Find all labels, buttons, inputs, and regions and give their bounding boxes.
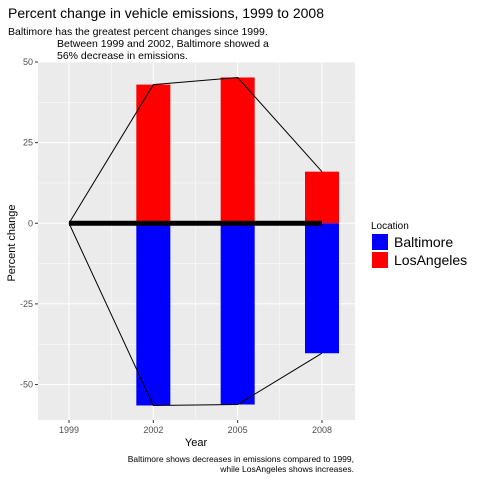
subtitle-line-1: Baltimore has the greatest percent chang…: [8, 26, 268, 38]
caption-line-2: while LosAngeles shows increases.: [219, 464, 354, 474]
y-axis-title: Percent change: [6, 204, 18, 281]
y-tick-label: -25: [20, 299, 33, 309]
y-tick-label: 25: [23, 138, 33, 148]
legend-key-losangeles: [372, 252, 388, 268]
caption-line-1: Baltimore shows decreases in emissions c…: [128, 454, 354, 464]
legend-key-baltimore: [372, 234, 388, 250]
x-tick-label: 2005: [228, 425, 248, 435]
bar-losangeles-2005: [221, 77, 255, 223]
bar-baltimore-2008: [305, 223, 339, 353]
subtitle-line-2: Between 1999 and 2002, Baltimore showed …: [57, 38, 269, 50]
x-tick-label: 2002: [143, 425, 163, 435]
legend-title: Location: [371, 221, 409, 232]
y-tick-label: 50: [23, 57, 33, 67]
bar-losangeles-2002: [136, 85, 170, 224]
x-axis-title: Year: [185, 437, 208, 449]
bar-losangeles-2008: [305, 172, 339, 224]
chart-title: Percent change in vehicle emissions, 199…: [8, 5, 324, 21]
x-tick-label: 1999: [59, 425, 79, 435]
x-axis-ticks: 1999 2002 2005 2008: [59, 420, 332, 435]
legend-label-baltimore: Baltimore: [394, 234, 453, 250]
y-tick-label: -50: [20, 380, 33, 390]
x-tick-label: 2008: [312, 425, 332, 435]
bar-baltimore-2002: [136, 223, 170, 405]
bar-baltimore-2005: [221, 223, 255, 404]
legend: Baltimore LosAngeles: [372, 234, 467, 268]
legend-label-losangeles: LosAngeles: [394, 252, 467, 268]
subtitle-line-3: 56% decrease in emissions.: [57, 50, 188, 62]
y-axis-ticks: -50 -25 0 25 50: [20, 57, 38, 390]
y-tick-label: 0: [28, 218, 33, 228]
